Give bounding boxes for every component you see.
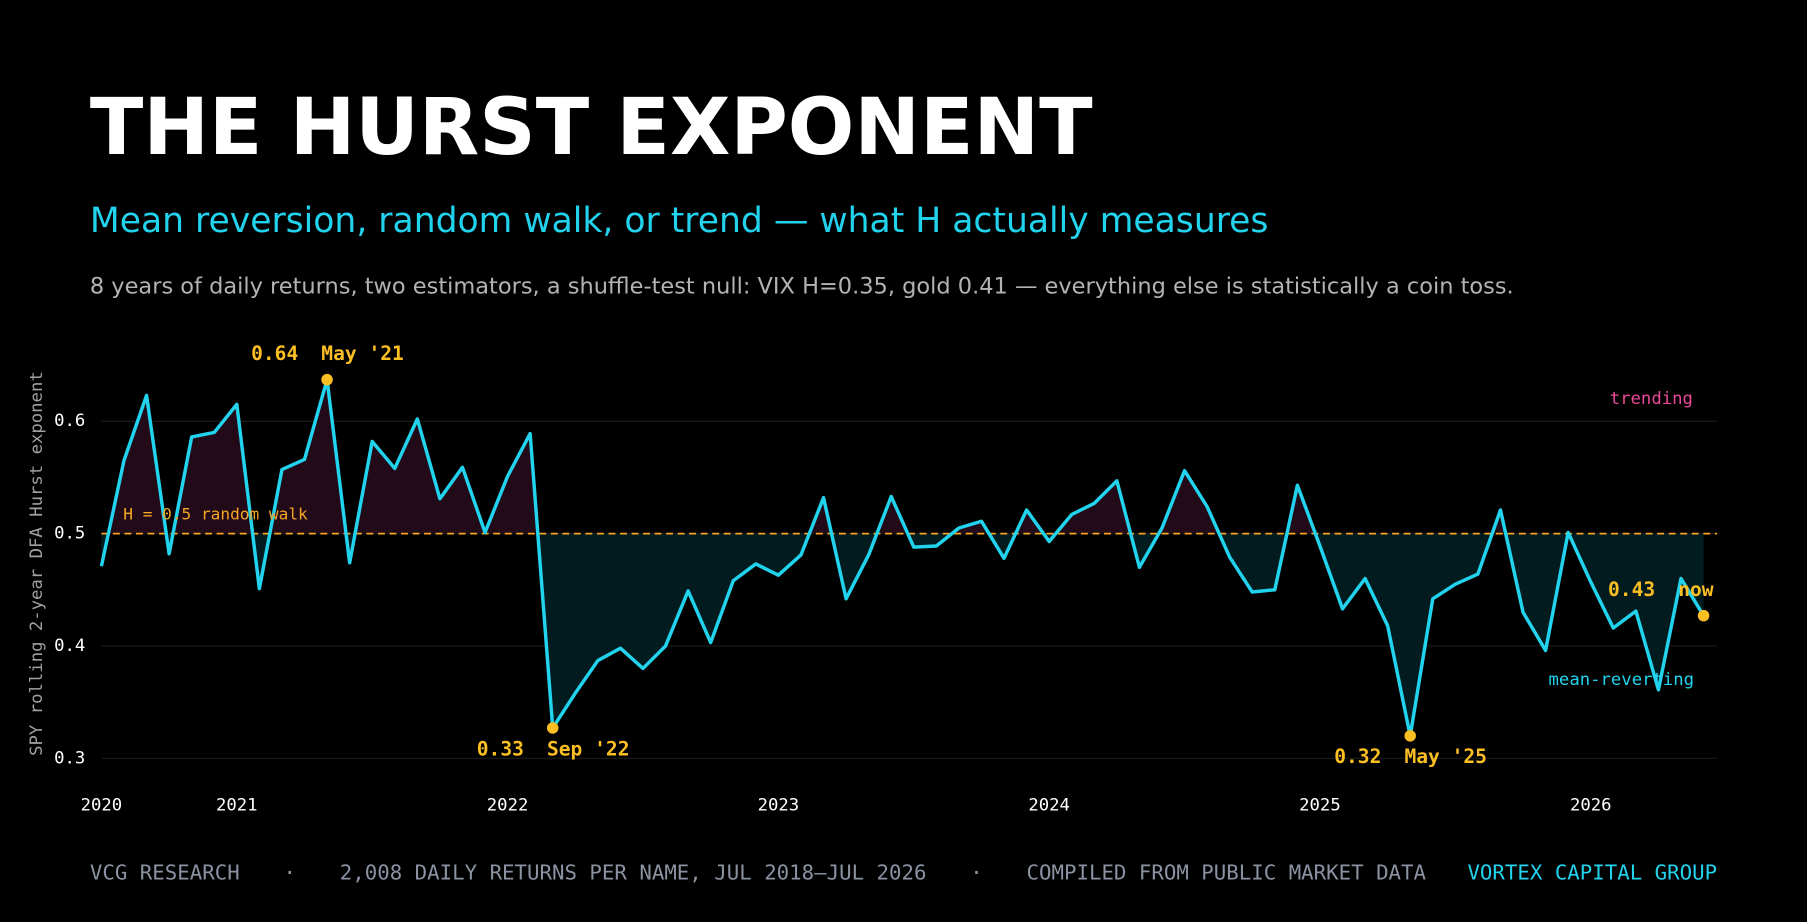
area-below xyxy=(101,533,1704,736)
x-tick-label: 2024 xyxy=(1028,796,1070,816)
annotation-label: May '25 xyxy=(1404,745,1487,768)
annotation-label: Sep '22 xyxy=(547,737,630,760)
x-tick-label: 2021 xyxy=(216,796,258,816)
annotation-value: 0.64 xyxy=(251,342,298,365)
annotation-value: 0.33 xyxy=(477,737,524,760)
line xyxy=(99,377,1706,738)
x-tick-label: 2022 xyxy=(487,796,529,816)
annotation-label: now xyxy=(1678,578,1714,601)
annotation-value: 0.43 xyxy=(1608,578,1655,601)
y-tick-label: 0.4 xyxy=(54,636,85,656)
y-axis-label: SPY rolling 2-year DFA Hurst exponent xyxy=(27,371,47,756)
reference-label: H = 0.5 random walk xyxy=(123,505,308,524)
region-label: mean-reverting xyxy=(1549,670,1695,690)
x-tick-label: 2026 xyxy=(1570,796,1612,816)
brand: VORTEX CAPITAL GROUP xyxy=(1467,861,1717,885)
annotation-label: May '21 xyxy=(321,342,404,365)
annotation-dot xyxy=(546,722,559,734)
footer-item: 2,008 DAILY RETURNS PER NAME, JUL 2018–J… xyxy=(340,861,927,885)
annotation-dot xyxy=(1404,730,1416,742)
annotation-dot xyxy=(321,373,333,386)
area-above xyxy=(101,379,1704,534)
region-label: trending xyxy=(1610,389,1693,409)
y-tick-label: 0.5 xyxy=(54,524,85,544)
annotation-dot xyxy=(1697,609,1710,622)
footer-item: · xyxy=(283,861,295,885)
footer-item: · xyxy=(970,861,982,885)
subtitle: Mean reversion, random walk, or trend — … xyxy=(90,201,1269,241)
y-tick-label: 0.3 xyxy=(54,748,85,768)
footer-item: VCG RESEARCH xyxy=(90,861,240,885)
x-tick-label: 2023 xyxy=(758,796,800,816)
description: 8 years of daily returns, two estimators… xyxy=(90,273,1514,299)
y-tick-label: 0.6 xyxy=(54,411,85,431)
annotation-value: 0.32 xyxy=(1334,745,1381,768)
x-tick-label: 2020 xyxy=(81,796,123,816)
chart-title: THE HURST EXPONENT xyxy=(90,82,1093,173)
footer: VCG RESEARCH · 2,008 DAILY RETURNS PER NAM… xyxy=(90,861,1427,885)
x-tick-label: 2025 xyxy=(1299,796,1341,816)
footer-item: COMPILED FROM PUBLIC MARKET DATA xyxy=(1027,861,1427,885)
